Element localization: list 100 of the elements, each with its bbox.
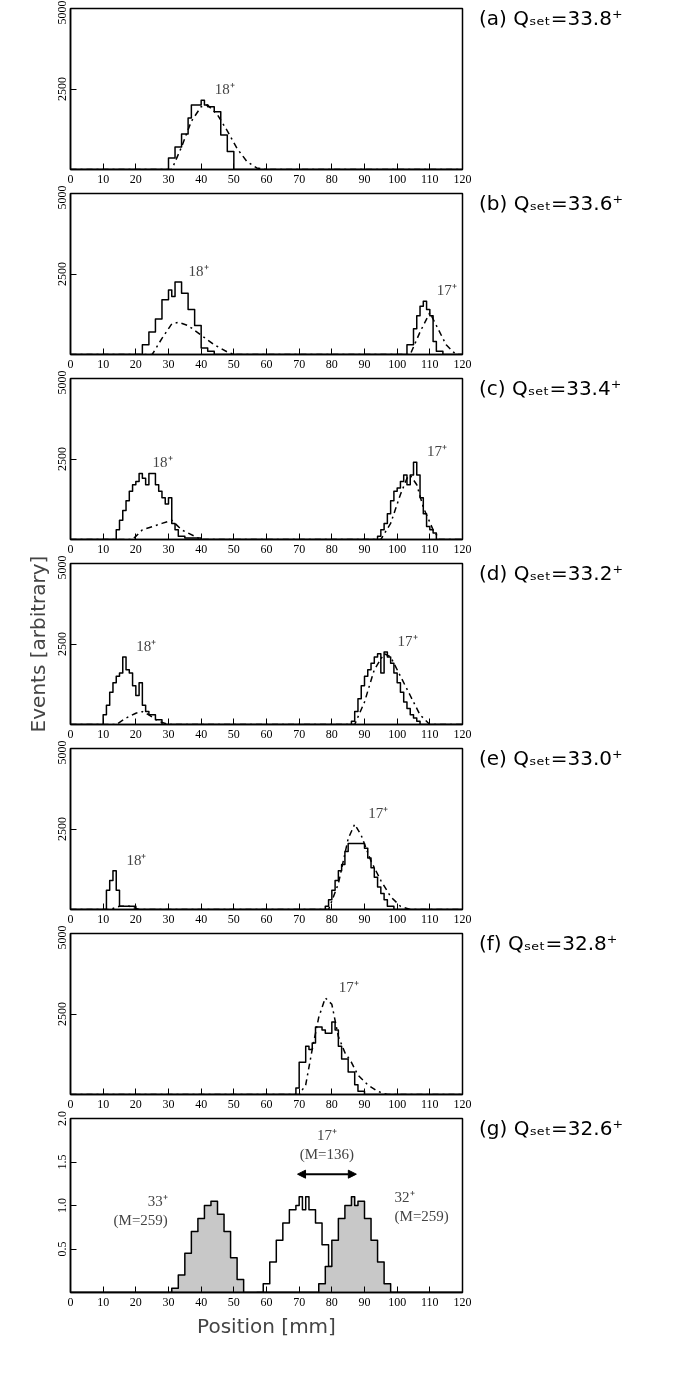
x-tick-label: 50 [227, 1096, 240, 1111]
y-tick-label: 2.0 [54, 1111, 69, 1126]
x-tick-label: 30 [162, 171, 175, 186]
x-tick-label: 60 [260, 171, 273, 186]
x-tick-label: 110 [421, 541, 439, 556]
x-tick-label: 110 [421, 911, 439, 926]
x-tick-label: 90 [358, 541, 371, 556]
x-tick-label: 40 [195, 356, 208, 371]
x-tick-label: 20 [129, 1096, 142, 1111]
x-tick-label: 90 [358, 911, 371, 926]
x-tick-label: 60 [260, 911, 273, 926]
x-tick-label: 0 [67, 171, 74, 186]
x-tick-label: 30 [162, 726, 175, 741]
x-tick-label: 30 [162, 911, 175, 926]
x-tick-label: 90 [358, 1294, 371, 1309]
x-tick-label: 110 [421, 726, 439, 741]
y-tick-label: 2500 [54, 77, 69, 101]
annotation: 17⁺ [338, 978, 359, 995]
y-tick-label: 2500 [54, 262, 69, 286]
y-tick-label: 2500 [54, 817, 69, 841]
x-tick-label: 20 [129, 171, 142, 186]
x-tick-label: 30 [162, 541, 175, 556]
x-tick-label: 20 [129, 356, 142, 371]
x-tick-label: 70 [293, 171, 306, 186]
x-tick-label: 70 [293, 356, 306, 371]
x-tick-label: 10 [97, 541, 110, 556]
x-tick-label: 120 [453, 1096, 472, 1111]
x-tick-label: 40 [195, 1294, 208, 1309]
x-tick-label: 120 [453, 1294, 472, 1309]
x-tick-label: 100 [388, 1294, 407, 1309]
x-tick-label: 20 [129, 1294, 142, 1309]
annotation: 18⁺ [188, 262, 209, 279]
x-tick-label: 110 [421, 1096, 439, 1111]
x-tick-label: 100 [388, 541, 407, 556]
x-tick-label: 120 [453, 356, 472, 371]
annotation: 33⁺ (M=259) [113, 1192, 168, 1229]
x-tick-label: 20 [129, 911, 142, 926]
x-tick-label: 10 [97, 1096, 110, 1111]
x-tick-label: 60 [260, 356, 273, 371]
y-tick-label: 5000 [54, 185, 69, 210]
x-tick-label: 100 [388, 356, 407, 371]
x-tick-label: 90 [358, 171, 371, 186]
x-tick-label: 50 [227, 541, 240, 556]
x-tick-label: 10 [97, 726, 110, 741]
x-tick-label: 80 [325, 1294, 338, 1309]
x-tick-label: 100 [388, 1096, 407, 1111]
text: (c) Qₛₑₜ=33.4⁺ [479, 375, 622, 402]
annotation: 32⁺ (M=259) [394, 1188, 449, 1225]
x-tick-label: 40 [195, 541, 208, 556]
annotation: 18⁺ [152, 454, 173, 471]
y-tick-label: 5000 [54, 370, 69, 395]
x-tick-label: 0 [67, 1096, 74, 1111]
x-tick-label: 70 [293, 541, 306, 556]
x-tick-label: 20 [129, 541, 142, 556]
x-tick-label: 90 [358, 726, 371, 741]
annotation: 17⁺ [368, 804, 389, 821]
x-tick-label: 70 [293, 1294, 306, 1309]
annotation: 17⁺ (M=136) [299, 1127, 355, 1164]
y-tick-label: 5000 [54, 0, 69, 25]
x-tick-label: 110 [421, 356, 439, 371]
y-tick-label: 5000 [54, 925, 69, 950]
y-tick-label: 0.5 [54, 1241, 69, 1257]
x-tick-label: 40 [195, 911, 208, 926]
text: (a) Qₛₑₜ=33.8⁺ [479, 5, 623, 32]
x-tick-label: 0 [67, 911, 74, 926]
x-tick-label: 80 [325, 541, 338, 556]
x-tick-label: 110 [421, 171, 439, 186]
x-tick-label: 90 [358, 1096, 371, 1111]
annotation: 17⁺ [427, 443, 448, 459]
x-tick-label: 40 [195, 726, 208, 741]
x-tick-label: 80 [325, 1096, 338, 1111]
x-axis-title: Position [mm] [197, 1313, 336, 1338]
text: (f) Qₛₑₜ=32.8⁺ [479, 930, 618, 957]
y-tick-label: 2500 [54, 632, 69, 656]
x-tick-label: 60 [260, 1294, 273, 1309]
x-tick-label: 120 [453, 726, 472, 741]
text: (b) Qₛₑₜ=33.6⁺ [479, 190, 623, 217]
y-tick-label: 1.0 [54, 1198, 69, 1213]
x-tick-label: 80 [325, 726, 338, 741]
x-tick-label: 120 [453, 171, 472, 186]
annotation: 17⁺ [436, 282, 457, 299]
annotation: 18⁺ [126, 851, 147, 868]
y-tick-label: 2500 [54, 1002, 69, 1026]
x-tick-label: 50 [227, 726, 240, 741]
x-tick-label: 80 [325, 911, 338, 926]
x-tick-label: 80 [325, 171, 338, 186]
x-tick-label: 30 [162, 356, 175, 371]
x-tick-label: 0 [67, 726, 74, 741]
x-tick-label: 70 [293, 911, 306, 926]
y-tick-label: 5000 [54, 740, 69, 765]
text: (e) Qₛₑₜ=33.0⁺ [479, 745, 623, 772]
x-tick-label: 40 [195, 1096, 208, 1111]
text: (d) Qₛₑₜ=33.2⁺ [479, 560, 623, 587]
y-tick-label: 5000 [54, 555, 69, 580]
x-tick-label: 0 [67, 356, 74, 371]
y-tick-label: 2500 [54, 447, 69, 471]
x-tick-label: 120 [453, 541, 472, 556]
x-tick-label: 20 [129, 726, 142, 741]
x-tick-label: 50 [227, 1294, 240, 1309]
x-tick-label: 60 [260, 726, 273, 741]
